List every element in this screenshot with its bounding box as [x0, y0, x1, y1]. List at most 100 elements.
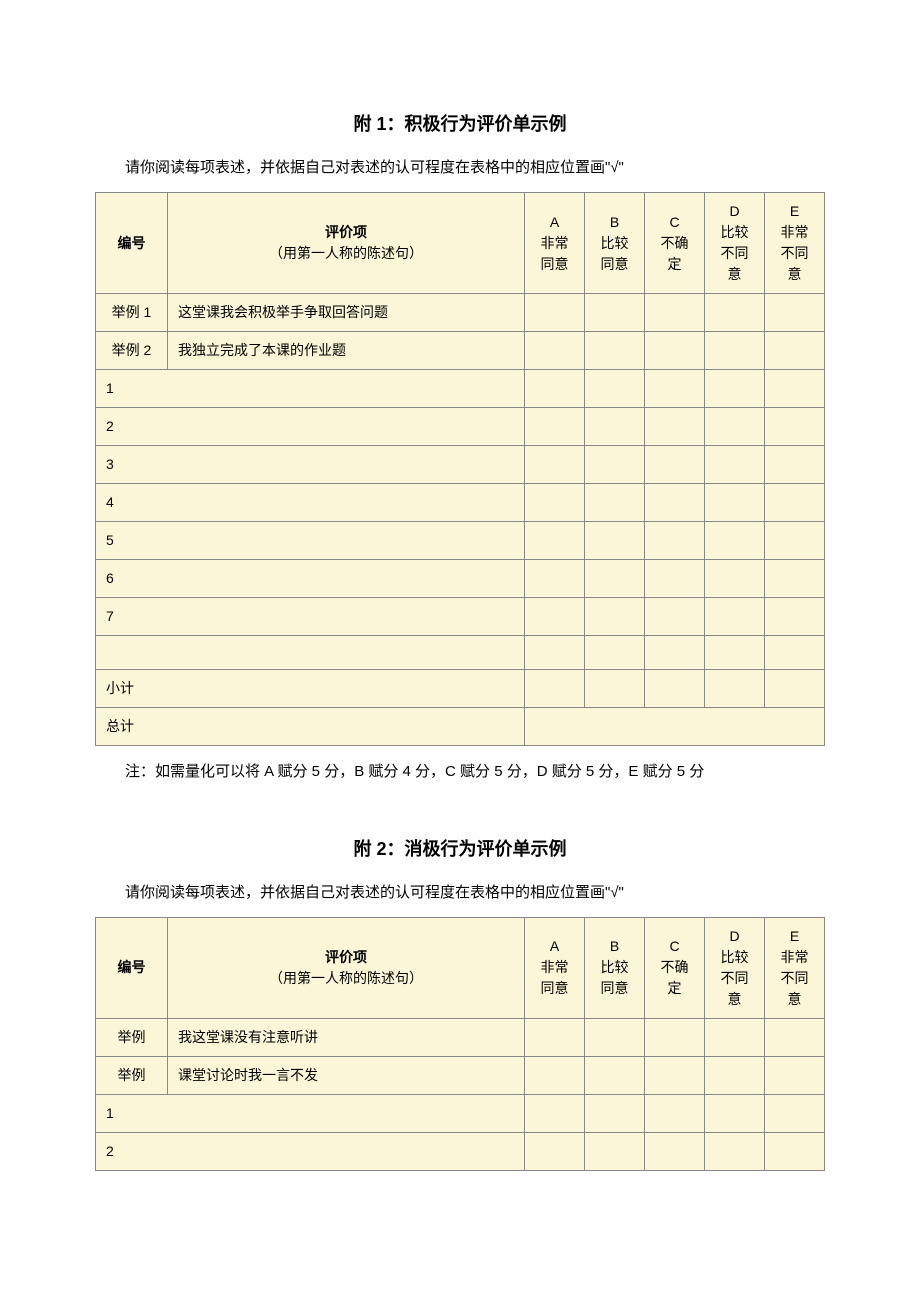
- table-row: 5: [96, 522, 825, 560]
- table-header-row: 编号 评价项 （用第一人称的陈述句） A非常同意 B比较同意 C不确定 D比较不…: [96, 193, 825, 294]
- row-num-merged: 5: [96, 522, 525, 560]
- cell-e: [765, 446, 825, 484]
- cell-total-merged: [525, 708, 825, 746]
- cell-e: [765, 370, 825, 408]
- cell-c: [645, 1056, 705, 1094]
- section1-instruction: 请你阅读每项表述，并依据自己对表述的认可程度在表格中的相应位置画"√": [95, 156, 825, 180]
- cell-b: [585, 370, 645, 408]
- table-row: 4: [96, 484, 825, 522]
- table-row: 举例 2我独立完成了本课的作业题: [96, 332, 825, 370]
- header-opt-d: D比较不同意: [705, 193, 765, 294]
- cell-e: [765, 1018, 825, 1056]
- cell-a: [525, 1094, 585, 1132]
- cell-d: [705, 636, 765, 670]
- cell-b: [585, 598, 645, 636]
- table-row: 1: [96, 370, 825, 408]
- cell-e: [765, 670, 825, 708]
- cell-a: [525, 332, 585, 370]
- cell-a: [525, 670, 585, 708]
- row-num: 举例 2: [96, 332, 168, 370]
- row-num-merged: 6: [96, 560, 525, 598]
- row-total: 总计: [96, 708, 525, 746]
- header-item-line1: 评价项: [174, 222, 518, 243]
- row-num-merged: 4: [96, 484, 525, 522]
- header-item: 评价项 （用第一人称的陈述句）: [168, 917, 525, 1018]
- cell-c: [645, 294, 705, 332]
- cell-d: [705, 1056, 765, 1094]
- row-blank: [96, 636, 525, 670]
- cell-c: [645, 522, 705, 560]
- cell-a: [525, 522, 585, 560]
- header-opt-e: E非常不同意: [765, 193, 825, 294]
- section2-instruction: 请你阅读每项表述，并依据自己对表述的认可程度在表格中的相应位置画"√": [95, 881, 825, 905]
- cell-c: [645, 370, 705, 408]
- cell-b: [585, 408, 645, 446]
- row-num: 举例 1: [96, 294, 168, 332]
- row-item: 这堂课我会积极举手争取回答问题: [168, 294, 525, 332]
- cell-c: [645, 332, 705, 370]
- row-item: 课堂讨论时我一言不发: [168, 1056, 525, 1094]
- table-row: 3: [96, 446, 825, 484]
- section1-note: 注：如需量化可以将 A 赋分 5 分，B 赋分 4 分，C 赋分 5 分，D 赋…: [95, 758, 825, 787]
- cell-d: [705, 670, 765, 708]
- cell-b: [585, 1056, 645, 1094]
- cell-a: [525, 294, 585, 332]
- section1-table: 编号 评价项 （用第一人称的陈述句） A非常同意 B比较同意 C不确定 D比较不…: [95, 192, 825, 746]
- table-row-blank: [96, 636, 825, 670]
- cell-c: [645, 1094, 705, 1132]
- cell-c: [645, 598, 705, 636]
- table-header-row: 编号 评价项 （用第一人称的陈述句） A非常同意 B比较同意 C不确定 D比较不…: [96, 917, 825, 1018]
- cell-a: [525, 1018, 585, 1056]
- cell-c: [645, 670, 705, 708]
- cell-a: [525, 1132, 585, 1170]
- cell-d: [705, 484, 765, 522]
- header-item-line2: （用第一人称的陈述句）: [174, 243, 518, 264]
- cell-b: [585, 332, 645, 370]
- cell-c: [645, 408, 705, 446]
- header-opt-e: E非常不同意: [765, 917, 825, 1018]
- cell-b: [585, 560, 645, 598]
- header-num: 编号: [96, 193, 168, 294]
- cell-e: [765, 294, 825, 332]
- row-num: 举例: [96, 1018, 168, 1056]
- cell-b: [585, 1132, 645, 1170]
- cell-d: [705, 1094, 765, 1132]
- table-row: 2: [96, 1132, 825, 1170]
- header-opt-c: C不确定: [645, 917, 705, 1018]
- table-row-total: 总计: [96, 708, 825, 746]
- table-row: 1: [96, 1094, 825, 1132]
- cell-d: [705, 446, 765, 484]
- cell-d: [705, 560, 765, 598]
- cell-e: [765, 522, 825, 560]
- cell-b: [585, 636, 645, 670]
- header-item: 评价项 （用第一人称的陈述句）: [168, 193, 525, 294]
- section2-title: 附 2：消极行为评价单示例: [95, 835, 825, 861]
- cell-c: [645, 484, 705, 522]
- row-num-merged: 3: [96, 446, 525, 484]
- cell-d: [705, 522, 765, 560]
- table-row-subtotal: 小计: [96, 670, 825, 708]
- cell-e: [765, 636, 825, 670]
- header-item-line2: （用第一人称的陈述句）: [174, 968, 518, 989]
- row-num-merged: 7: [96, 598, 525, 636]
- cell-b: [585, 1094, 645, 1132]
- header-opt-a: A非常同意: [525, 193, 585, 294]
- cell-e: [765, 408, 825, 446]
- cell-e: [765, 484, 825, 522]
- section1-title: 附 1：积极行为评价单示例: [95, 110, 825, 136]
- cell-b: [585, 1018, 645, 1056]
- cell-e: [765, 598, 825, 636]
- cell-e: [765, 332, 825, 370]
- section2-table: 编号 评价项 （用第一人称的陈述句） A非常同意 B比较同意 C不确定 D比较不…: [95, 917, 825, 1171]
- row-num-merged: 2: [96, 1132, 525, 1170]
- row-num-merged: 2: [96, 408, 525, 446]
- row-num: 举例: [96, 1056, 168, 1094]
- cell-d: [705, 1132, 765, 1170]
- cell-d: [705, 294, 765, 332]
- header-opt-a: A非常同意: [525, 917, 585, 1018]
- table-row: 7: [96, 598, 825, 636]
- cell-b: [585, 294, 645, 332]
- row-subtotal: 小计: [96, 670, 525, 708]
- cell-e: [765, 560, 825, 598]
- cell-a: [525, 370, 585, 408]
